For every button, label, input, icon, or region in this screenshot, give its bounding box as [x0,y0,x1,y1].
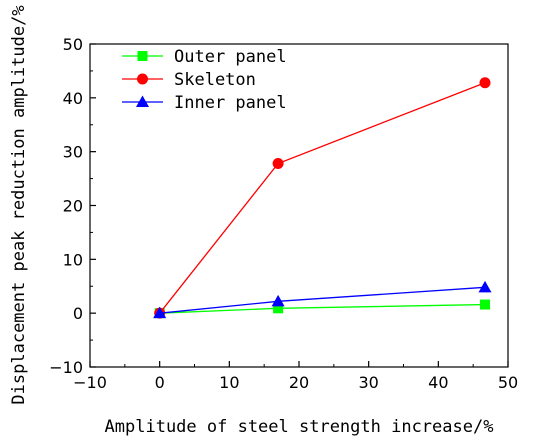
y-tick-label: −10 [49,358,83,377]
y-tick-label: 20 [63,197,83,216]
plot-frame [89,43,509,368]
series-line-skeleton [159,82,486,314]
data-point-inner-panel [478,280,492,293]
x-axis-title: Amplitude of steel strength increase/% [105,417,494,437]
x-tick-label: 0 [155,373,165,392]
series-inner-panel [153,280,492,319]
x-tick-label: 50 [498,373,518,392]
x-tick-label: 30 [358,373,378,392]
data-point-outer-panel [273,303,284,314]
x-tick-label: −10 [73,373,107,392]
legend-marker [136,95,149,107]
y-tick-label: 10 [63,250,83,269]
legend-label: Outer panel [174,47,287,67]
x-tick-label: 20 [289,373,309,392]
data-point-inner-panel [153,306,167,319]
y-tick-label: 30 [63,143,83,162]
y-tick-label: 0 [73,304,83,323]
legend: Outer panel Skeleton Inner panel [122,47,287,113]
x-tick-label: 40 [428,373,448,392]
legend-item-inner-panel: Inner panel [122,93,287,113]
data-point-skeleton [479,77,491,89]
legend-item-outer-panel: Outer panel [122,47,287,67]
legend-label: Skeleton [174,70,256,90]
y-axis-title: Displacement peak reduction amplitude/% [9,5,29,404]
series-skeleton [154,77,491,319]
legend-marker [137,73,148,85]
legend-marker [137,51,148,61]
y-tick-label: 50 [63,35,83,54]
data-point-inner-panel [271,294,285,307]
legend-item-skeleton: Skeleton [122,70,256,90]
data-point-skeleton [272,158,284,170]
series-line-inner-panel [159,286,486,314]
y-tick-label: 40 [63,89,83,108]
data-series [153,77,492,319]
x-tick-label: 10 [219,373,239,392]
axis-ticks: −10 0 10 20 30 40 50 −10 0 10 20 30 40 50 [49,35,518,392]
data-point-outer-panel [480,299,491,310]
legend-label: Inner panel [174,93,287,113]
